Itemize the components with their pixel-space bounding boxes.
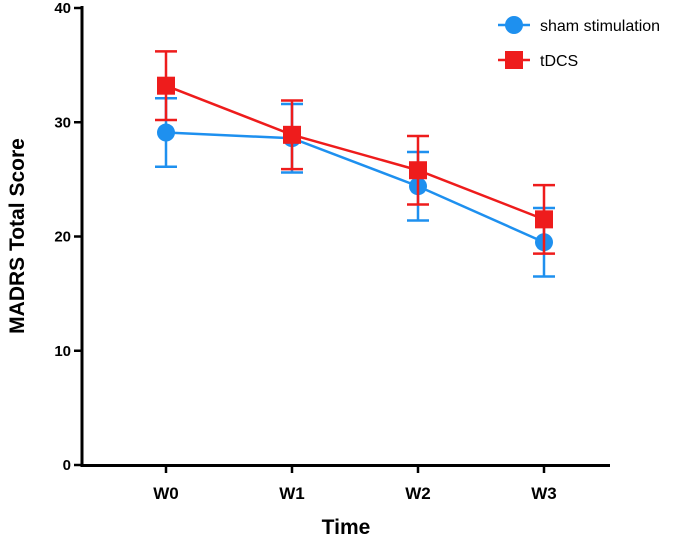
- data-point: [157, 76, 175, 95]
- y-axis-ticks: 0 10 20 30 40: [54, 0, 82, 474]
- series-tdcs: [155, 50, 555, 255]
- y-tick-label: 20: [54, 229, 71, 246]
- series-line: [165, 131, 545, 244]
- legend-sham-label: sham stimulation: [540, 18, 660, 35]
- series-layer: [155, 50, 555, 278]
- y-tick-label: 40: [54, 0, 71, 17]
- series-sham: [155, 97, 555, 278]
- legend-tdcs-marker: [505, 51, 523, 69]
- legend-tdcs-label: tDCS: [540, 53, 578, 70]
- data-point: [283, 125, 301, 144]
- x-axis-title: Time: [322, 516, 371, 539]
- series-line: [165, 84, 545, 221]
- legend-sham-marker: [505, 16, 523, 34]
- x-axis-ticks: W0 W1 W2 W3: [153, 465, 557, 503]
- data-point: [157, 123, 175, 142]
- legend: sham stimulation tDCS: [498, 16, 660, 70]
- y-tick-label: 10: [54, 343, 71, 360]
- x-tick-label: W0: [153, 484, 179, 503]
- y-axis-title: MADRS Total Score: [6, 138, 29, 334]
- data-point: [535, 210, 553, 229]
- x-tick-label: W2: [405, 484, 431, 503]
- x-tick-label: W3: [531, 484, 557, 503]
- y-tick-label: 30: [54, 114, 71, 131]
- data-point: [409, 161, 427, 180]
- x-tick-label: W1: [279, 484, 305, 503]
- y-tick-label: 0: [63, 457, 71, 474]
